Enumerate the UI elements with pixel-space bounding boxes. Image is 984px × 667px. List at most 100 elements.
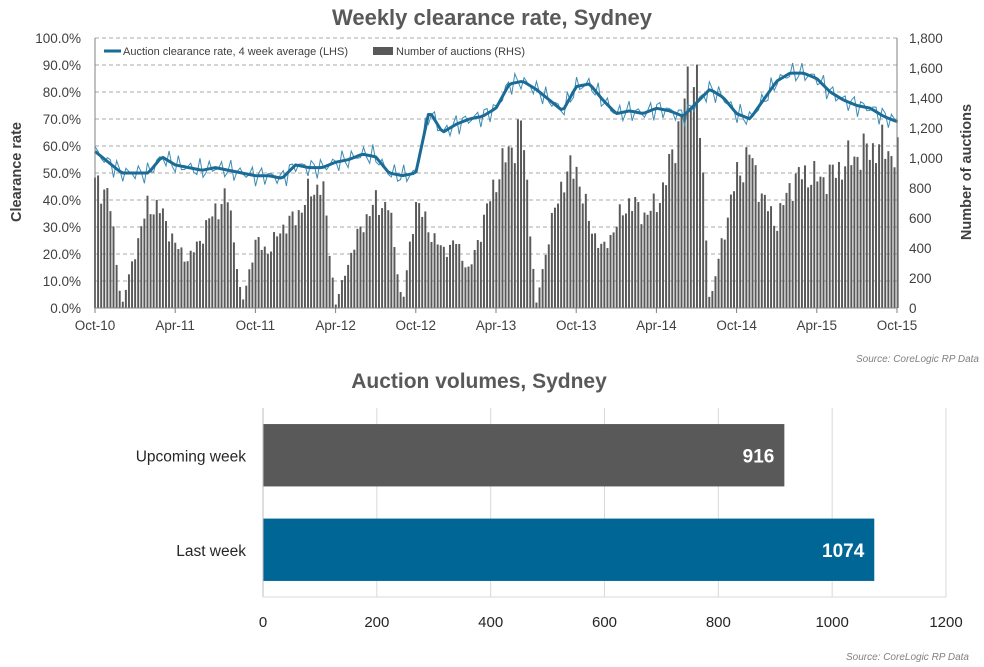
auction-bar bbox=[890, 156, 893, 308]
auction-bar bbox=[217, 219, 220, 308]
auction-bar bbox=[655, 212, 658, 308]
auction-bar bbox=[402, 296, 405, 308]
x-tick-label: Apr-15 bbox=[797, 318, 838, 333]
auction-bar bbox=[634, 197, 637, 308]
auction-bar bbox=[757, 201, 760, 308]
auction-bar bbox=[498, 179, 501, 308]
auction-bar bbox=[347, 264, 350, 308]
auction-bar bbox=[714, 276, 717, 308]
auction-bar bbox=[291, 211, 294, 308]
auction-bar bbox=[276, 236, 279, 308]
auction-bar bbox=[189, 250, 192, 308]
right-tick-label: 1,200 bbox=[909, 121, 943, 136]
auction-volume-value: 916 bbox=[743, 446, 775, 467]
bottom-x-tick-label: 600 bbox=[592, 614, 617, 631]
bottom-chart-source: Source: CoreLogic RP Data bbox=[846, 652, 969, 663]
auction-bar bbox=[220, 204, 223, 308]
auction-bar bbox=[470, 264, 473, 308]
auction-bar bbox=[720, 238, 723, 308]
auction-bar bbox=[331, 277, 334, 308]
auction-bar bbox=[766, 211, 769, 308]
auction-bar bbox=[205, 220, 208, 308]
auction-bar bbox=[211, 216, 214, 308]
auction-bar bbox=[621, 215, 624, 308]
auction-bar bbox=[245, 285, 248, 308]
auction-bar bbox=[510, 147, 513, 308]
auction-bar bbox=[513, 163, 516, 308]
auction-bar bbox=[584, 193, 587, 308]
auction-bar bbox=[896, 137, 899, 308]
bottom-x-tick-label: 800 bbox=[706, 614, 731, 631]
auction-bar bbox=[692, 87, 695, 308]
auction-bar bbox=[606, 248, 609, 308]
auction-bar bbox=[260, 249, 263, 308]
auction-bar bbox=[859, 169, 862, 308]
auction-bar bbox=[581, 203, 584, 308]
auction-bar bbox=[553, 207, 556, 308]
auction-bar bbox=[723, 239, 726, 308]
auction-bar bbox=[831, 164, 834, 308]
left-tick-label: 100.0% bbox=[35, 31, 81, 46]
auction-bar bbox=[288, 215, 291, 308]
auction-bar bbox=[344, 275, 347, 308]
auction-bar bbox=[844, 166, 847, 308]
left-tick-label: 30.0% bbox=[43, 220, 81, 235]
auction-bar bbox=[408, 241, 411, 308]
left-axis-label: Clearance rate bbox=[9, 122, 25, 222]
left-tick-label: 50.0% bbox=[43, 166, 81, 181]
auction-bar bbox=[279, 233, 282, 308]
auction-bar bbox=[146, 195, 149, 308]
auction-bar bbox=[708, 296, 711, 308]
x-tick-label: Oct-15 bbox=[877, 318, 918, 333]
left-tick-label: 20.0% bbox=[43, 247, 81, 262]
auction-bar bbox=[751, 158, 754, 308]
x-tick-label: Oct-11 bbox=[236, 318, 276, 333]
right-tick-label: 0 bbox=[909, 301, 917, 316]
auction-bar bbox=[507, 146, 510, 308]
auction-bar bbox=[198, 240, 201, 308]
legend-bar-label: Number of auctions (RHS) bbox=[396, 46, 525, 58]
top-chart-lines bbox=[94, 62, 899, 187]
auction-bar bbox=[452, 240, 455, 308]
auction-bar bbox=[313, 194, 316, 308]
auction-bar bbox=[239, 287, 242, 308]
auction-bar bbox=[368, 216, 371, 308]
auction-bar bbox=[149, 214, 152, 308]
auction-bar bbox=[591, 233, 593, 308]
auction-bar bbox=[779, 203, 782, 308]
auction-bar bbox=[788, 183, 791, 308]
auction-bar bbox=[455, 243, 458, 308]
auction-bar bbox=[168, 241, 171, 308]
auction-bar bbox=[319, 194, 322, 308]
left-tick-label: 80.0% bbox=[43, 85, 81, 100]
top-chart-axes: 0.0% 10.0% 20.0% 30.0% 40.0% 50.0% 60.0% 70.0% 8… bbox=[35, 31, 943, 333]
right-tick-label: 400 bbox=[909, 241, 932, 256]
auction-bar bbox=[449, 244, 451, 308]
auction-bar bbox=[340, 280, 343, 308]
auction-bar bbox=[273, 232, 276, 308]
bottom-x-tick-label: 400 bbox=[478, 614, 503, 631]
x-tick-label: Apr-12 bbox=[315, 318, 356, 333]
auction-bar bbox=[103, 189, 106, 308]
auction-bar bbox=[303, 204, 306, 308]
right-tick-label: 800 bbox=[909, 181, 932, 196]
auction-bar bbox=[100, 203, 103, 308]
auction-bar bbox=[640, 224, 643, 308]
auction-bar bbox=[736, 162, 739, 308]
auction-bar bbox=[137, 238, 140, 308]
auction-bar bbox=[112, 226, 115, 308]
auction-bar bbox=[411, 234, 414, 308]
auction-bar bbox=[677, 121, 680, 308]
auction-bar bbox=[269, 251, 272, 308]
auction-bar bbox=[841, 179, 844, 308]
auction-bar bbox=[810, 184, 813, 308]
auction-bar bbox=[307, 178, 309, 308]
auction-bar bbox=[729, 194, 732, 308]
auction-bar bbox=[421, 216, 424, 308]
auction-bar bbox=[643, 212, 646, 308]
auction-bar bbox=[115, 264, 118, 308]
auction-bar bbox=[479, 241, 482, 308]
auction-bar bbox=[770, 206, 773, 308]
auction-bar bbox=[180, 247, 183, 308]
